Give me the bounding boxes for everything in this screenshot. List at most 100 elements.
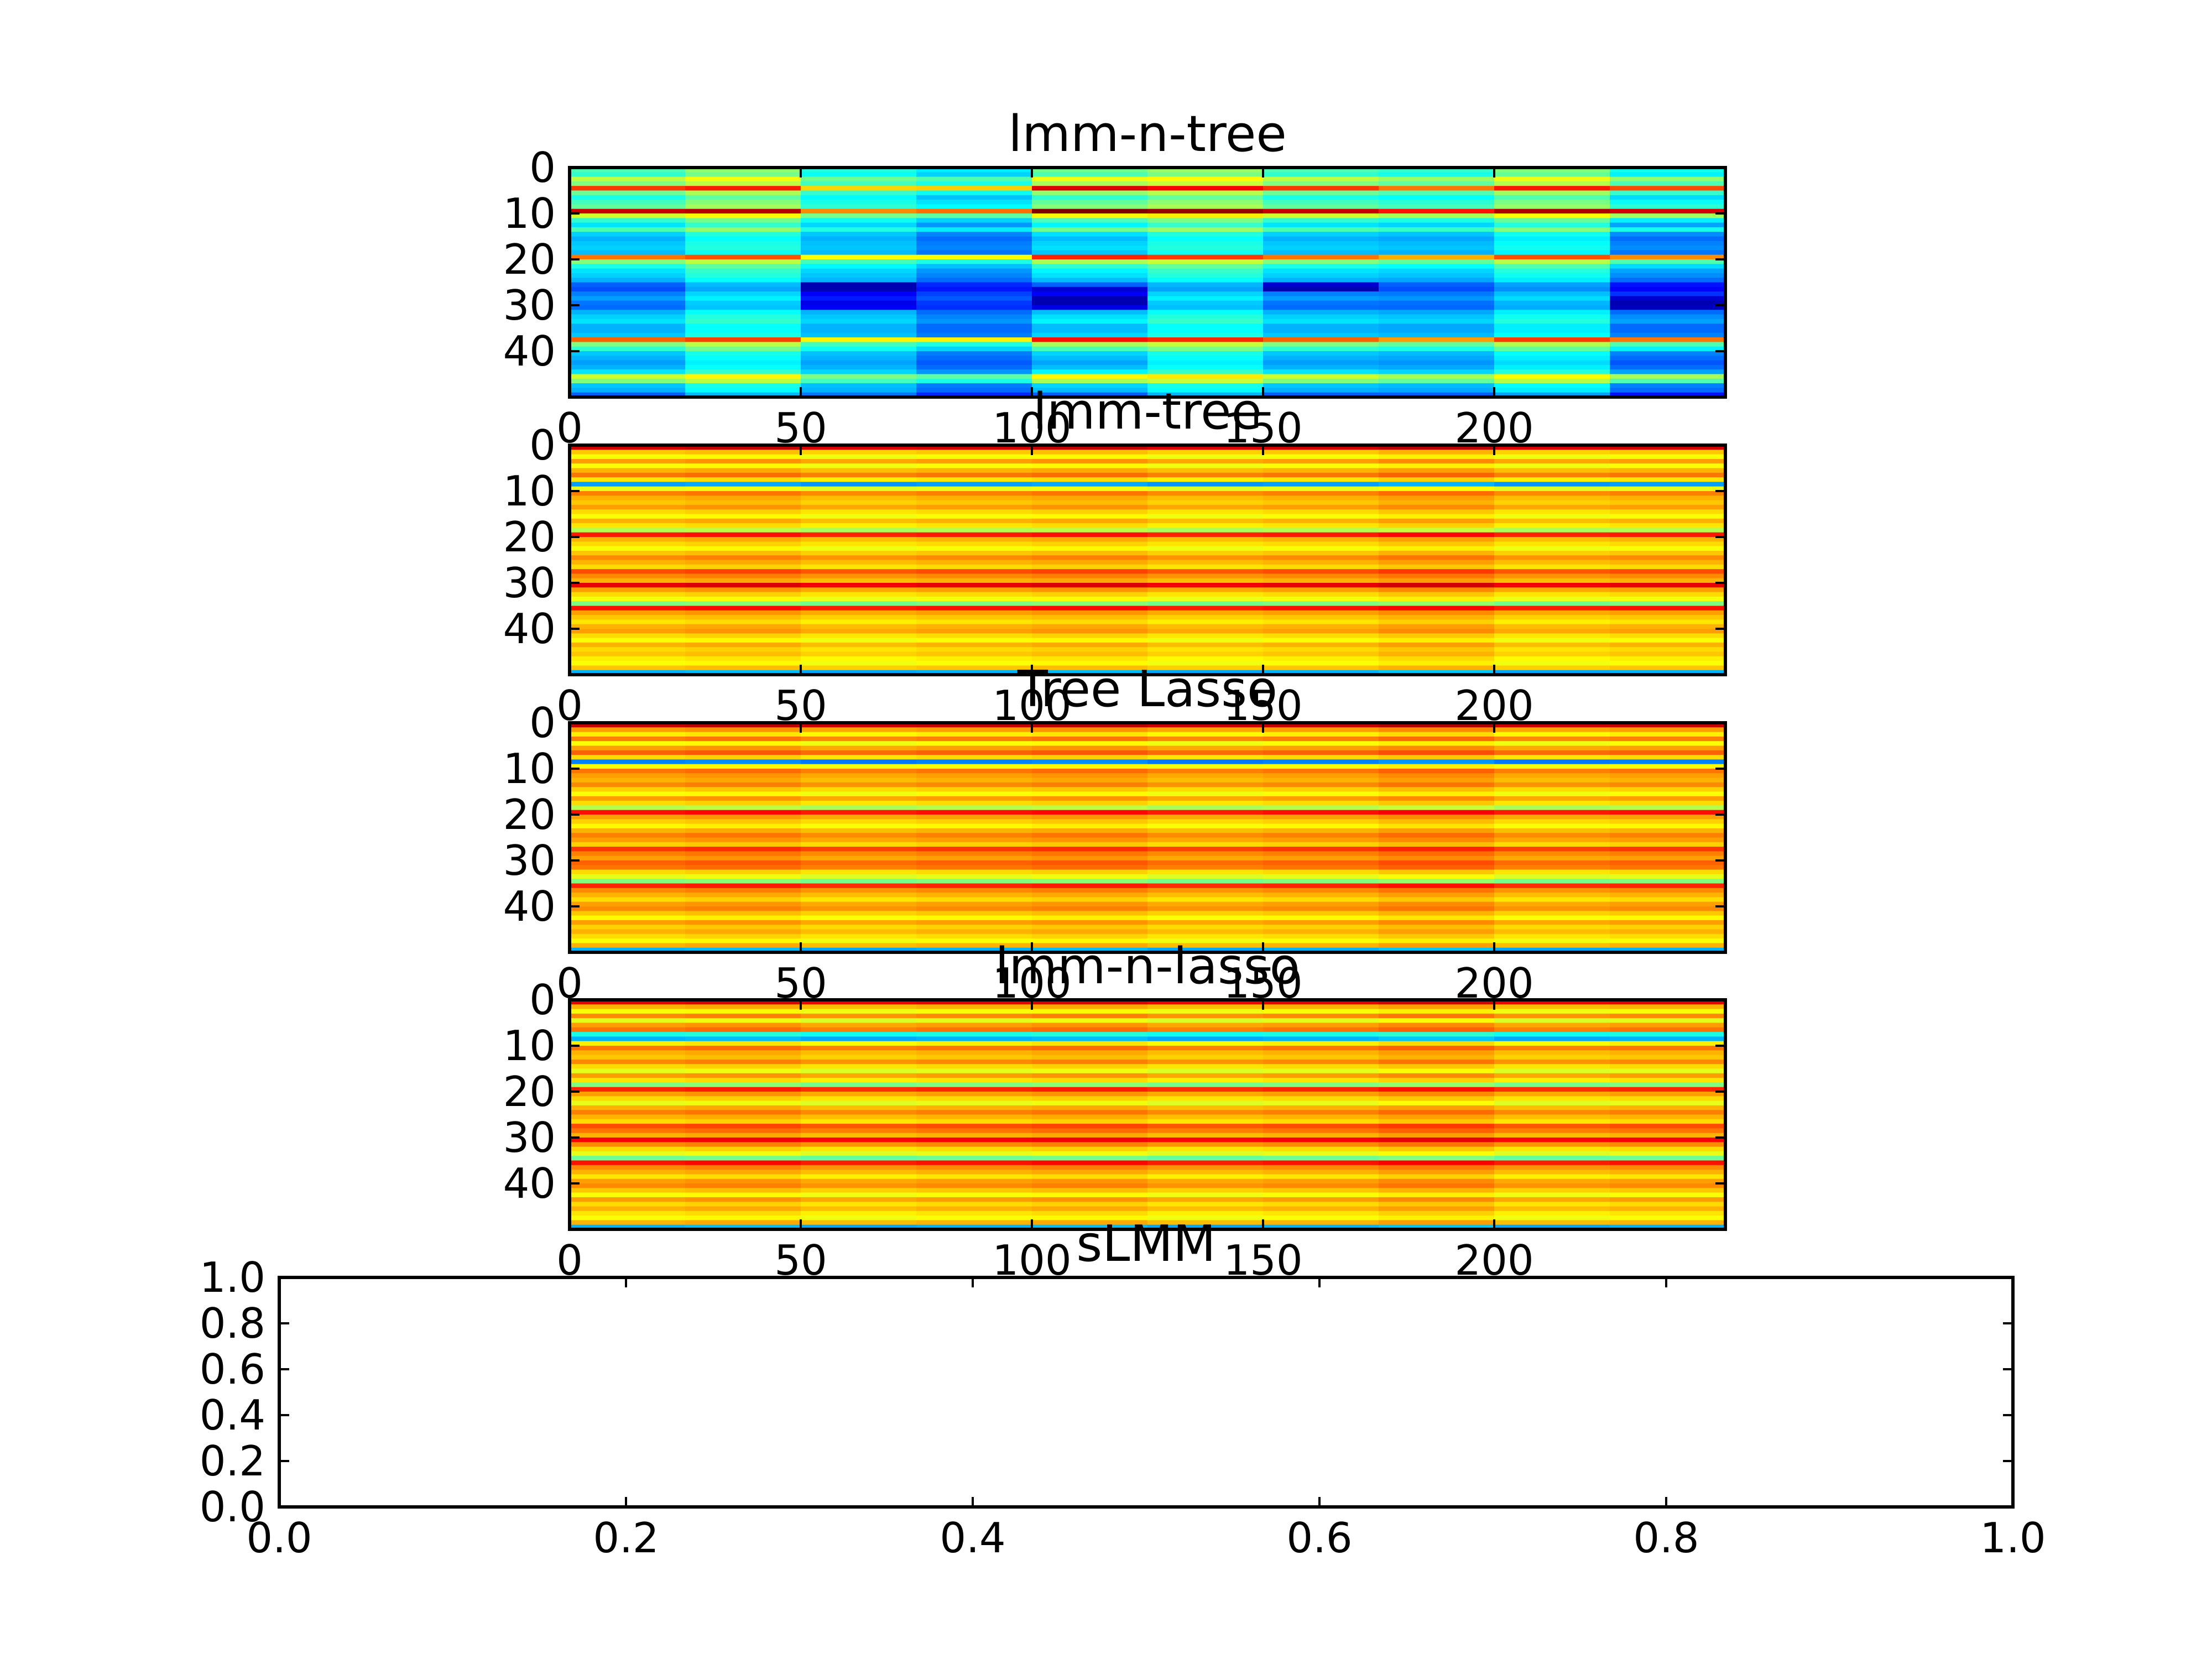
heatmap-cell bbox=[1032, 472, 1148, 478]
heatmap-cell bbox=[1032, 200, 1148, 205]
heatmap-cell bbox=[916, 241, 1032, 246]
heatmap-cell bbox=[1147, 741, 1264, 747]
heatmap-cell bbox=[1263, 328, 1379, 333]
heatmap-cell bbox=[685, 1009, 801, 1014]
heatmap-cell bbox=[916, 647, 1032, 653]
heatmap-cell bbox=[1147, 523, 1264, 529]
heatmap-cell bbox=[1032, 486, 1148, 492]
heatmap-cell bbox=[916, 823, 1032, 829]
heatmap-cell bbox=[801, 1133, 917, 1138]
heatmap-cell bbox=[685, 468, 801, 473]
heatmap-cell bbox=[570, 578, 686, 583]
heatmap-cell bbox=[685, 596, 801, 602]
heatmap-cell bbox=[1610, 828, 1726, 833]
heatmap-cell bbox=[1032, 642, 1148, 648]
heatmap-cell bbox=[1494, 450, 1610, 455]
heatmap-cell bbox=[1147, 314, 1264, 320]
heatmap-cell bbox=[1147, 273, 1264, 278]
heatmap-cell bbox=[801, 482, 917, 487]
heatmap-cell bbox=[570, 601, 686, 607]
heatmap-cell bbox=[685, 495, 801, 501]
heatmap-cell bbox=[1379, 943, 1495, 948]
heatmap-cell bbox=[1147, 601, 1264, 607]
heatmap-cell bbox=[916, 305, 1032, 311]
heatmap-cell bbox=[1032, 647, 1148, 653]
heatmap-cell bbox=[1032, 1215, 1148, 1221]
heatmap-cell bbox=[1494, 1133, 1610, 1138]
heatmap-cell bbox=[1263, 550, 1379, 556]
heatmap-cell bbox=[1610, 670, 1726, 675]
heatmap-cell bbox=[1032, 374, 1148, 379]
heatmap-cell bbox=[570, 1146, 686, 1152]
heatmap-cell bbox=[570, 619, 686, 625]
heatmap-cell bbox=[1610, 172, 1726, 178]
heatmap-cell bbox=[570, 356, 686, 361]
heatmap-cell bbox=[801, 1055, 917, 1060]
heatmap-cell bbox=[1610, 190, 1726, 196]
heatmap-cell bbox=[1147, 925, 1264, 930]
heatmap-cell bbox=[570, 573, 686, 579]
heatmap-cell bbox=[1032, 314, 1148, 320]
heatmap-cell bbox=[1147, 172, 1264, 178]
heatmap-cell bbox=[570, 190, 686, 196]
heatmap-cell bbox=[1032, 1078, 1148, 1083]
heatmap-cell bbox=[801, 1138, 917, 1143]
y-tick-label: 0.0 bbox=[200, 1483, 265, 1531]
heatmap-cell bbox=[1494, 869, 1610, 875]
heatmap-cell bbox=[1494, 1064, 1610, 1070]
heatmap-cell bbox=[570, 300, 686, 306]
heatmap-cell bbox=[685, 865, 801, 870]
heatmap-cell bbox=[1032, 661, 1148, 666]
heatmap-cell bbox=[570, 246, 686, 251]
heatmap-cell bbox=[916, 815, 1032, 820]
heatmap-cell bbox=[801, 181, 917, 186]
heatmap-cell bbox=[1494, 587, 1610, 593]
heatmap-cell bbox=[1494, 383, 1610, 389]
heatmap-cell bbox=[916, 342, 1032, 347]
heatmap-cell bbox=[801, 518, 917, 524]
heatmap-cell bbox=[570, 851, 686, 857]
heatmap-cell bbox=[1032, 1096, 1148, 1102]
heatmap-cell bbox=[685, 745, 801, 751]
heatmap-cell bbox=[1610, 291, 1726, 297]
heatmap-cell bbox=[1032, 392, 1148, 398]
heatmap-cell bbox=[570, 1087, 686, 1092]
heatmap-cell bbox=[1494, 495, 1610, 501]
heatmap-cell bbox=[1610, 796, 1726, 801]
heatmap-cell bbox=[801, 1192, 917, 1198]
heatmap-cell bbox=[916, 495, 1032, 501]
heatmap-cell bbox=[1147, 454, 1264, 460]
heatmap-cell bbox=[916, 791, 1032, 797]
heatmap-cell bbox=[1147, 168, 1264, 173]
heatmap-cell bbox=[916, 901, 1032, 907]
heatmap-cell bbox=[1610, 374, 1726, 379]
heatmap-cell bbox=[1610, 314, 1726, 320]
heatmap-cell bbox=[570, 346, 686, 352]
heatmap-cell bbox=[1379, 573, 1495, 579]
heatmap-cell bbox=[685, 222, 801, 228]
axes-frame bbox=[568, 166, 1727, 399]
heatmap-cell bbox=[1610, 246, 1726, 251]
heatmap-cell bbox=[1032, 727, 1148, 733]
heatmap-cell bbox=[1610, 445, 1726, 451]
axes-frame bbox=[568, 444, 1727, 676]
heatmap-cell bbox=[1494, 723, 1610, 728]
heatmap-cell bbox=[1494, 796, 1610, 801]
heatmap-cell bbox=[685, 1022, 801, 1028]
heatmap-cell bbox=[916, 782, 1032, 787]
heatmap-cell bbox=[570, 305, 686, 311]
heatmap-cell bbox=[1610, 769, 1726, 774]
heatmap-cell bbox=[1147, 392, 1264, 398]
heatmap-cell bbox=[801, 286, 917, 292]
heatmap-cell bbox=[1032, 286, 1148, 292]
heatmap-cell bbox=[916, 504, 1032, 510]
heatmap-cell bbox=[1147, 1220, 1264, 1225]
heatmap-cell bbox=[570, 828, 686, 833]
heatmap-cell bbox=[1610, 638, 1726, 643]
heatmap-cell bbox=[916, 1041, 1032, 1046]
heatmap-cell bbox=[1379, 1087, 1495, 1092]
heatmap-cell bbox=[1379, 1119, 1495, 1124]
heatmap-cell bbox=[801, 1009, 917, 1014]
heatmap-cell bbox=[1610, 1138, 1726, 1143]
heatmap-cell bbox=[685, 392, 801, 398]
